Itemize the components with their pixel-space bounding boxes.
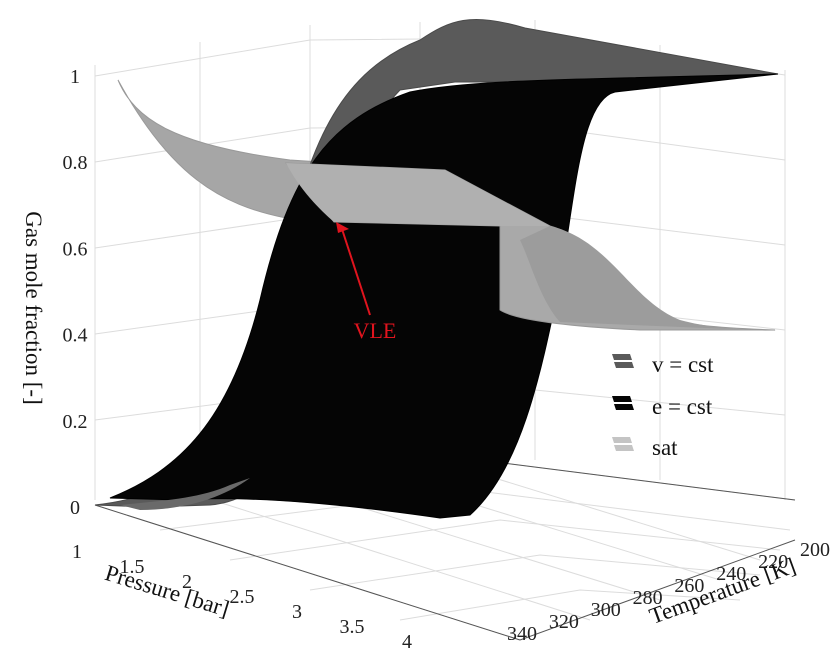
x-tick-label: 3.5 <box>340 616 365 638</box>
sat-surface-tail <box>520 226 778 331</box>
legend-label-sat: sat <box>652 435 678 460</box>
x-tick-label: 4 <box>402 631 412 653</box>
x-tick-label: 3 <box>292 601 302 623</box>
x-tick-label: 2 <box>182 571 192 593</box>
y-tick-label: 320 <box>549 611 579 633</box>
vle-label: VLE <box>354 318 397 343</box>
y-tick-label: 240 <box>716 563 746 585</box>
x-axis-label: Pressure [bar] <box>102 560 232 621</box>
v-cst-floor-flap <box>120 478 250 510</box>
y-tick-label: 220 <box>758 551 788 573</box>
z-tick-labels: 0 0.2 0.4 0.6 0.8 1 <box>63 66 88 519</box>
vle-annotation <box>336 222 371 316</box>
z-tick-label: 0.2 <box>63 411 88 433</box>
z-axis-label: Gas mole fraction [-] <box>21 211 46 405</box>
legend-label-v-cst: v = cst <box>652 352 714 377</box>
legend: v = cst e = cst sat <box>612 352 714 460</box>
y-tick-label: 280 <box>633 587 663 609</box>
x-tick-labels: 1 1.5 2 2.5 3 3.5 4 <box>72 541 412 653</box>
z-tick-label: 1 <box>70 66 80 88</box>
y-tick-labels: 200 220 240 260 280 300 320 340 <box>507 539 830 645</box>
y-tick-label: 340 <box>507 623 537 645</box>
x-tick-label: 1 <box>72 541 82 563</box>
e-cst-surface <box>109 73 779 519</box>
sat-surface-front-lower <box>286 163 550 226</box>
legend-swatch-v-cst <box>612 354 634 368</box>
x-tick-label: 1.5 <box>120 556 145 578</box>
z-tick-label: 0 <box>70 497 80 519</box>
legend-label-e-cst: e = cst <box>652 394 713 419</box>
y-tick-label: 300 <box>591 599 621 621</box>
x-tick-label: 2.5 <box>230 586 255 608</box>
legend-swatch-sat <box>612 437 634 451</box>
y-tick-label: 260 <box>674 575 704 597</box>
legend-swatch-e-cst <box>612 396 634 410</box>
z-tick-label: 0.4 <box>63 325 88 347</box>
z-tick-label: 0.8 <box>63 152 88 174</box>
y-tick-label: 200 <box>800 539 830 561</box>
z-tick-label: 0.6 <box>63 238 88 260</box>
